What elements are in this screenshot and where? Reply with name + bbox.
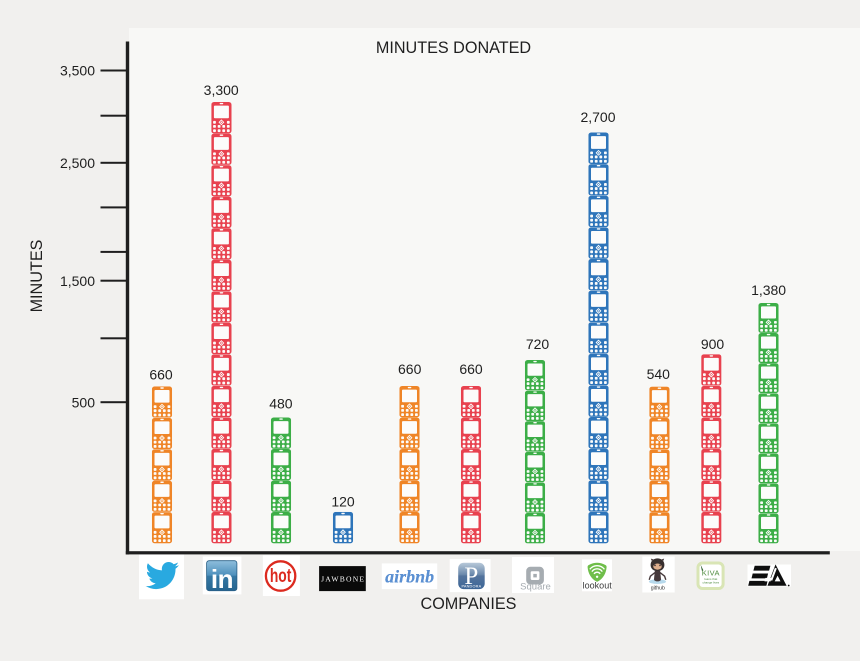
svg-text:660: 660 [459, 361, 483, 377]
svg-text:540: 540 [647, 366, 671, 382]
svg-text:lookout: lookout [583, 581, 613, 591]
svg-text:1,380: 1,380 [751, 282, 786, 298]
svg-text:900: 900 [701, 336, 725, 352]
svg-text:hot: hot [270, 566, 292, 587]
svg-text:KIVA: KIVA [702, 569, 720, 578]
svg-text:loans that: loans that [704, 577, 717, 581]
svg-text:2,700: 2,700 [580, 109, 615, 125]
svg-text:3,500: 3,500 [60, 63, 95, 79]
svg-text:120: 120 [331, 494, 355, 510]
svg-text:change lives: change lives [702, 581, 719, 585]
svg-text:airbnb: airbnb [385, 567, 434, 587]
svg-text:MINUTES: MINUTES [28, 239, 46, 312]
svg-text:MINUTES DONATED: MINUTES DONATED [376, 39, 531, 57]
svg-text:720: 720 [526, 336, 550, 352]
svg-text:1,500: 1,500 [60, 273, 95, 289]
svg-text:2,500: 2,500 [60, 155, 95, 171]
svg-text:Square: Square [520, 582, 551, 593]
svg-text:3,300: 3,300 [204, 82, 239, 98]
svg-text:JAWBONE: JAWBONE [321, 574, 365, 583]
svg-text:480: 480 [269, 396, 293, 412]
svg-text:500: 500 [72, 394, 96, 410]
svg-text:in: in [211, 564, 233, 594]
svg-text:660: 660 [398, 361, 422, 377]
svg-text:P: P [464, 563, 478, 590]
svg-text:660: 660 [149, 367, 173, 383]
svg-text:airbnb: airbnb [385, 567, 434, 587]
svg-text:COMPANIES: COMPANIES [421, 595, 517, 613]
svg-text:PANDORA: PANDORA [461, 585, 481, 589]
svg-text:github: github [651, 585, 665, 591]
